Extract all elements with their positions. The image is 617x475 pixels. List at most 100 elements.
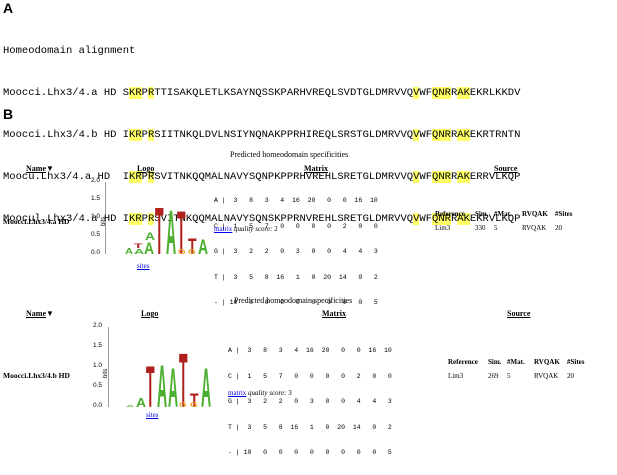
residue: V xyxy=(305,171,313,183)
residue: K xyxy=(476,213,483,225)
svg-text:G: G xyxy=(190,400,198,408)
sequence: IKRPRSVITNKQQMALNAVYSQNPKPPRHVREHLSRETGL… xyxy=(123,171,520,183)
source-header-sites: #Sites xyxy=(567,358,585,366)
residue: T xyxy=(173,129,180,141)
residue: V xyxy=(413,129,420,141)
residue: I xyxy=(166,171,174,183)
residue: R xyxy=(387,87,395,99)
residue: M xyxy=(204,171,212,183)
matrix-row-g: G | 3 2 2 0 3 0 0 4 4 3 xyxy=(228,398,392,405)
panel-a-label: A xyxy=(3,0,14,16)
pwm-matrix: A | 3 8 3 4 16 20 0 0 16 10 C | 1 5 7 0 … xyxy=(214,180,378,325)
residue: K xyxy=(274,87,281,99)
residue: D xyxy=(375,129,382,141)
residue: D xyxy=(375,213,382,225)
residue: E xyxy=(469,213,477,225)
residue: E xyxy=(204,87,212,99)
residue: V xyxy=(160,171,167,183)
residue: Q xyxy=(255,129,262,141)
pwm-matrix: A | 3 8 3 4 16 20 0 0 16 10 C | 1 5 7 0 … xyxy=(228,330,392,475)
residue: V xyxy=(400,213,407,225)
residue: T xyxy=(173,171,180,183)
residue: T xyxy=(488,129,496,141)
residue: M xyxy=(381,171,388,183)
residue: R xyxy=(450,171,458,183)
source-mat: 5 xyxy=(507,372,511,380)
residue: R xyxy=(147,87,155,99)
residue: V xyxy=(211,129,218,141)
residue: Q xyxy=(324,87,332,99)
residue: S xyxy=(248,213,256,225)
residue: P xyxy=(280,87,287,99)
residue: P xyxy=(280,129,287,141)
residue: G xyxy=(362,87,369,99)
residue: A xyxy=(457,87,464,99)
matrix-row-c: C | 1 5 7 0 0 0 0 2 0 0 xyxy=(228,372,392,380)
residue: L xyxy=(368,171,376,183)
residue: R xyxy=(450,87,458,99)
sequence-name: Moocci.Lhx3/4.a HD xyxy=(3,87,117,99)
residue: T xyxy=(356,213,363,225)
residue: S xyxy=(267,87,275,99)
residue: L xyxy=(217,87,224,99)
sites-link[interactable]: sites xyxy=(146,411,159,419)
residue: K xyxy=(223,87,231,99)
y-tick: 2.0 xyxy=(93,322,103,329)
residue: R xyxy=(293,87,300,99)
matrix-row-t: T | 3 5 8 16 1 0 20 14 0 2 xyxy=(214,273,378,281)
residue: F xyxy=(425,213,433,225)
residue: E xyxy=(469,129,477,141)
matrix-column-header: Matrix xyxy=(322,309,346,318)
residue: E xyxy=(318,213,325,225)
svg-text:T: T xyxy=(188,234,197,258)
residue: V xyxy=(413,171,420,183)
svg-text:A: A xyxy=(134,248,144,256)
residue: L xyxy=(495,171,502,183)
residue: K xyxy=(463,171,470,183)
svg-text:G: G xyxy=(179,400,187,408)
residue: K xyxy=(129,171,136,183)
residue: R xyxy=(444,129,451,141)
residue: S xyxy=(154,171,161,183)
svg-text:T: T xyxy=(190,390,199,411)
residue: S xyxy=(337,171,344,183)
name-column-header[interactable]: Name▼ xyxy=(26,309,54,318)
residue: V xyxy=(236,171,243,183)
matrix-link[interactable]: matrix xyxy=(228,389,247,397)
residue: H xyxy=(299,129,306,141)
svg-text:A: A xyxy=(157,353,167,411)
svg-text:G: G xyxy=(178,247,186,255)
residue: T xyxy=(356,171,363,183)
svg-text:T: T xyxy=(134,243,143,250)
source-column-header: Source xyxy=(507,309,531,318)
sequence-name: Moocul.Lhx3/4.a HD xyxy=(3,213,117,225)
residue: T xyxy=(356,129,363,141)
residue: S xyxy=(337,129,344,141)
name-column-header[interactable]: Name▼ xyxy=(26,164,54,173)
svg-text:A: A xyxy=(166,197,176,258)
residue: V xyxy=(514,87,521,99)
residue: R xyxy=(135,213,142,225)
svg-text:A: A xyxy=(126,405,134,408)
residue: D xyxy=(349,87,357,99)
residue: I xyxy=(166,213,174,225)
residue: V xyxy=(488,171,496,183)
residue: Q xyxy=(198,213,205,225)
residue: S xyxy=(337,87,344,99)
residue: R xyxy=(147,213,155,225)
sites-link[interactable]: sites xyxy=(137,262,150,270)
alignment-row: Moocu.Lhx3/4.a HD IKRPRSVITNKQQMALNAVYSQ… xyxy=(3,170,520,184)
residue: S xyxy=(267,213,275,225)
residue: L xyxy=(331,87,338,99)
residue: H xyxy=(324,171,332,183)
residue: Q xyxy=(192,171,199,183)
residue: K xyxy=(501,87,508,99)
quality-score-label: quality score: xyxy=(234,225,273,233)
residue: W xyxy=(419,129,426,141)
residue: Q xyxy=(255,213,262,225)
matrix-link[interactable]: matrix xyxy=(214,225,233,233)
residue: Y xyxy=(242,129,249,141)
residue: K xyxy=(501,171,508,183)
residue: Y xyxy=(242,213,249,225)
residue: L xyxy=(217,171,224,183)
